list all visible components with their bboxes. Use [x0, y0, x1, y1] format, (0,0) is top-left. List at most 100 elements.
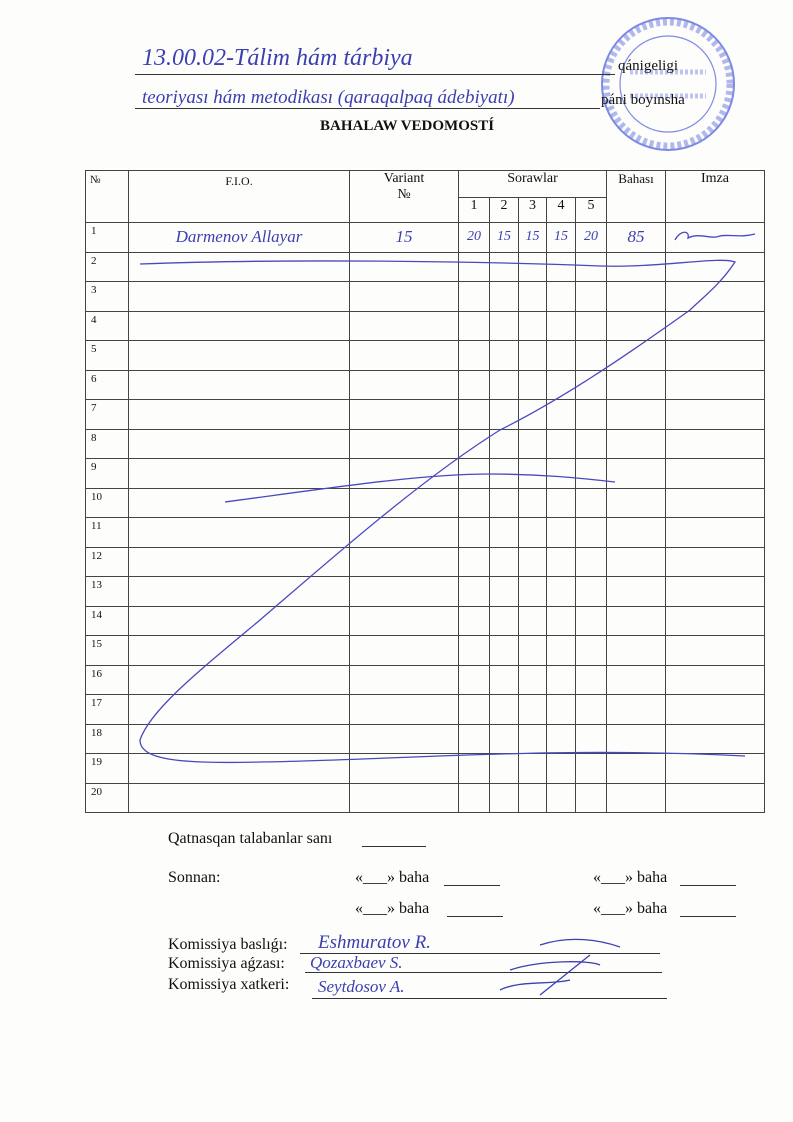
- variant-cell: [349, 635, 459, 666]
- question-score-cell: [458, 428, 490, 459]
- header-q5: 5: [575, 197, 607, 223]
- grade-cell: [606, 517, 666, 548]
- question-score-cell: [458, 458, 490, 489]
- question-score-cell: 15: [489, 222, 519, 253]
- table-row: 3: [85, 281, 765, 312]
- question-score-cell: [518, 517, 547, 548]
- grade-cell: [606, 458, 666, 489]
- grade-cell: [606, 399, 666, 430]
- signature-cell: [665, 487, 765, 518]
- question-score-cell: [489, 340, 519, 371]
- signature-cell: [665, 458, 765, 489]
- header-q2: 2: [489, 197, 519, 223]
- subject-handwritten-2: teoriyası hám metodikası (qaraqalpaq áde…: [142, 87, 515, 108]
- signature-cell: [665, 428, 765, 459]
- question-score-cell: [458, 369, 490, 400]
- grade-cell: [606, 251, 666, 282]
- fio-cell: [128, 458, 350, 489]
- blank: [444, 885, 500, 886]
- fio-cell: [128, 605, 350, 636]
- signature-cell: [665, 340, 765, 371]
- grade-cell: [606, 753, 666, 784]
- row-number: 14: [85, 605, 129, 636]
- question-score-cell: [458, 399, 490, 430]
- row-number: 5: [85, 340, 129, 371]
- question-score-cell: [489, 458, 519, 489]
- row-number: 16: [85, 664, 129, 695]
- fio-cell: [128, 664, 350, 695]
- header-grade: Bahası: [606, 170, 666, 223]
- question-score-cell: [575, 635, 607, 666]
- then-label: Sonnan:: [168, 869, 221, 886]
- variant-cell: [349, 399, 459, 430]
- row-number: 17: [85, 694, 129, 725]
- question-score-cell: [489, 605, 519, 636]
- grade-slot: «___» baha: [593, 900, 668, 917]
- header-fio: F.I.O.: [128, 170, 350, 223]
- secretary-name: Seytdosov A.: [318, 977, 405, 996]
- variant-cell: [349, 753, 459, 784]
- underline: [135, 108, 600, 109]
- variant-cell: [349, 340, 459, 371]
- row-number: 20: [85, 782, 129, 813]
- question-score-cell: [458, 281, 490, 312]
- question-score-cell: [575, 576, 607, 607]
- question-score-cell: [458, 605, 490, 636]
- row-number: 3: [85, 281, 129, 312]
- question-score-cell: [458, 487, 490, 518]
- question-score-cell: [458, 310, 490, 341]
- question-score-cell: [546, 723, 576, 754]
- question-score-cell: [518, 753, 547, 784]
- grade-cell: [606, 281, 666, 312]
- question-score-cell: [489, 369, 519, 400]
- fio-cell: [128, 399, 350, 430]
- fio-cell: [128, 251, 350, 282]
- row-number: 12: [85, 546, 129, 577]
- table-row: 20: [85, 782, 765, 813]
- grade-cell: [606, 605, 666, 636]
- question-score-cell: [489, 694, 519, 725]
- blank: [312, 998, 667, 999]
- signature-cell: [665, 369, 765, 400]
- table-row: 7: [85, 399, 765, 430]
- question-score-cell: [546, 428, 576, 459]
- underline: [135, 74, 615, 75]
- blank: [680, 916, 736, 917]
- fio-cell: [128, 753, 350, 784]
- question-score-cell: [546, 546, 576, 577]
- signature-cell: [665, 694, 765, 725]
- signature-cell: [665, 723, 765, 754]
- question-score-cell: [518, 664, 547, 695]
- question-score-cell: [575, 251, 607, 282]
- question-score-cell: [518, 546, 547, 577]
- grade-cell: [606, 487, 666, 518]
- signature-cell: [665, 281, 765, 312]
- variant-cell: [349, 251, 459, 282]
- question-score-cell: [518, 694, 547, 725]
- variant-cell: [349, 428, 459, 459]
- chair-label: Komissiya baslıǵı:: [168, 936, 288, 953]
- grade-cell: [606, 782, 666, 813]
- fio-cell: Darmenov Allayar: [128, 222, 350, 253]
- signature-cell: [665, 222, 765, 253]
- participants-blank: [362, 846, 426, 847]
- question-score-cell: [546, 487, 576, 518]
- question-score-cell: [458, 664, 490, 695]
- question-score-cell: [458, 546, 490, 577]
- header-q1: 1: [458, 197, 490, 223]
- row-number: 9: [85, 458, 129, 489]
- grade-cell: [606, 369, 666, 400]
- fio-cell: [128, 487, 350, 518]
- row-number: 6: [85, 369, 129, 400]
- question-score-cell: [458, 251, 490, 282]
- fio-cell: [128, 517, 350, 548]
- table-row: 12: [85, 546, 765, 577]
- question-score-cell: 15: [518, 222, 547, 253]
- question-score-cell: [546, 753, 576, 784]
- question-score-cell: [458, 782, 490, 813]
- question-score-cell: [458, 635, 490, 666]
- row-number: 7: [85, 399, 129, 430]
- question-score-cell: [489, 517, 519, 548]
- grade-cell: [606, 428, 666, 459]
- row-number: 19: [85, 753, 129, 784]
